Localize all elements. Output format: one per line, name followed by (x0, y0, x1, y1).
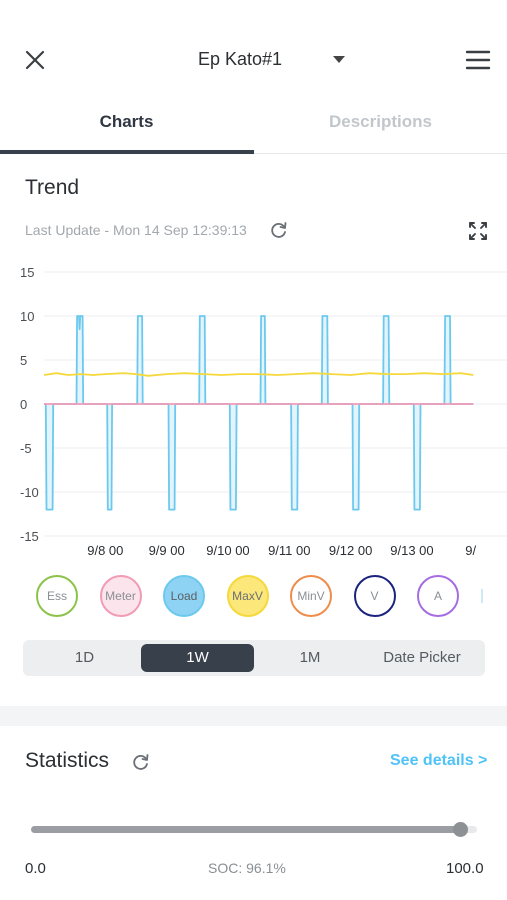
section-divider (0, 706, 507, 726)
x-tick-label: 9/8 00 (87, 543, 123, 558)
soc-slider-fill (31, 826, 460, 833)
y-tick-label: 10 (20, 309, 34, 324)
refresh-icon[interactable] (131, 752, 151, 772)
y-tick-label: 15 (20, 265, 34, 280)
fullscreen-icon[interactable] (467, 220, 489, 242)
trend-title: Trend (25, 176, 80, 199)
trend-chart[interactable]: 15 10 5 0 -5 -10 -15 9/8 00 9/9 00 9/10 00 9/11 00… (0, 258, 507, 563)
legend-item-minv[interactable]: MinV (290, 575, 332, 617)
x-tick-label: 9/ (465, 543, 476, 558)
y-tick-label: -15 (20, 529, 39, 544)
last-update-text: Last Update - Mon 14 Sep 12:39:13 (25, 222, 247, 238)
legend-item-maxv[interactable]: MaxV (226, 575, 269, 617)
slider-min-label: 0.0 (25, 860, 46, 877)
soc-slider[interactable] (31, 822, 477, 837)
x-tick-label: 9/13 00 (390, 543, 433, 558)
y-tick-label: 0 (20, 397, 27, 412)
x-tick-label: 9/11 00 (268, 543, 310, 558)
statistics-title: Statistics (25, 749, 110, 772)
soc-slider-thumb[interactable] (452, 822, 468, 837)
legend-item-load[interactable]: Load (163, 575, 205, 617)
close-icon[interactable] (22, 47, 48, 73)
x-tick-label: 9/12 00 (329, 543, 372, 558)
range-selector: 1D 1W 1M Date Picker (23, 640, 485, 676)
caret-down-icon (333, 56, 345, 63)
legend-item-a[interactable]: A (417, 575, 459, 617)
x-tick-label: 9/9 00 (149, 543, 185, 558)
legend-item-ess[interactable]: Ess (36, 575, 78, 617)
active-tab-indicator (0, 150, 254, 154)
y-tick-label: -10 (20, 485, 39, 500)
tab-bar: Charts Descriptions (0, 100, 507, 154)
refresh-icon[interactable] (269, 220, 289, 240)
range-option-date-picker[interactable]: Date Picker (383, 649, 461, 666)
device-selector[interactable]: Ep Kato#1 (150, 44, 360, 76)
chart-legend: Ess Meter Load MaxV MinV V A (0, 572, 507, 620)
series-line-load (44, 315, 474, 511)
slider-max-label: 100.0 (446, 860, 484, 877)
page-title: Ep Kato#1 (198, 49, 283, 69)
see-details-link[interactable]: See details > (390, 752, 488, 769)
legend-item-v[interactable]: V (353, 575, 396, 617)
y-tick-label: 5 (20, 353, 27, 368)
range-option-1d[interactable]: 1D (74, 649, 95, 666)
x-tick-label: 9/10 00 (206, 543, 249, 558)
tab-descriptions[interactable]: Descriptions (329, 112, 432, 131)
header: Ep Kato#1 (0, 0, 507, 100)
range-option-1w[interactable]: 1W (141, 644, 254, 672)
series-line-maxv (43, 372, 474, 377)
soc-value-label: SOC: 96.1% (208, 860, 286, 876)
hamburger-menu-icon[interactable] (465, 49, 491, 71)
legend-overflow-indicator (481, 589, 483, 603)
legend-item-meter[interactable]: Meter (99, 575, 142, 617)
range-option-1m[interactable]: 1M (299, 649, 321, 666)
y-tick-label: -5 (20, 441, 32, 456)
tab-charts[interactable]: Charts (99, 112, 154, 131)
